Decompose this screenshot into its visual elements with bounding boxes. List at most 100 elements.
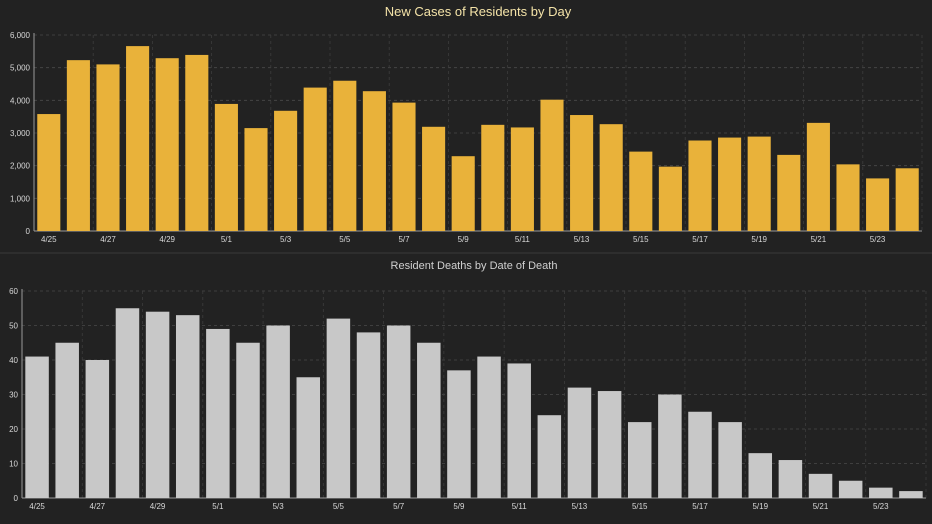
y-tick-label: 4,000 (10, 96, 31, 105)
x-tick-label: 5/13 (574, 235, 590, 244)
y-tick-label: 5,000 (10, 64, 31, 73)
x-tick-label: 5/23 (870, 235, 886, 244)
x-tick-label: 4/25 (41, 235, 57, 244)
bar (658, 166, 682, 231)
x-tick-label: 5/15 (633, 235, 649, 244)
bar (747, 136, 771, 231)
bar (688, 140, 712, 231)
bar (838, 480, 863, 498)
bar (658, 394, 682, 498)
x-tick-label: 4/27 (90, 502, 106, 511)
bar (126, 46, 150, 232)
y-tick-label: 3,000 (10, 129, 31, 138)
y-tick-label: 0 (26, 227, 31, 236)
y-tick-label: 30 (9, 391, 18, 400)
bar (777, 154, 801, 231)
x-tick-label: 5/9 (453, 502, 465, 511)
bar (447, 370, 471, 498)
bar (155, 58, 179, 232)
bar (718, 137, 742, 231)
bar (96, 64, 120, 232)
bar (115, 308, 140, 498)
y-tick-label: 40 (9, 356, 18, 365)
y-tick-label: 20 (9, 425, 18, 434)
bar (85, 360, 110, 498)
y-tick-label: 50 (9, 322, 18, 331)
x-tick-label: 5/11 (515, 235, 531, 244)
bar (540, 99, 564, 232)
x-tick-label: 5/15 (632, 502, 648, 511)
bar (869, 487, 893, 498)
bar (66, 60, 90, 231)
bar (718, 422, 742, 498)
bar (266, 325, 290, 498)
bar (507, 363, 531, 498)
bar (214, 103, 238, 231)
bar (206, 328, 230, 498)
bar (688, 411, 712, 498)
bar (748, 453, 773, 498)
x-tick-label: 5/5 (339, 235, 351, 244)
bar (386, 325, 411, 498)
bar (899, 491, 923, 498)
bar (145, 311, 170, 498)
bar (236, 342, 260, 498)
bar (422, 126, 446, 231)
y-tick-label: 1,000 (10, 194, 31, 203)
bar (866, 178, 890, 231)
bar (778, 460, 803, 498)
bar (836, 164, 860, 231)
bar (274, 110, 298, 231)
bar (451, 156, 475, 231)
bar (362, 91, 386, 231)
bar (599, 124, 623, 231)
bar (481, 124, 505, 231)
bar (567, 387, 592, 498)
bar (570, 115, 594, 231)
x-tick-label: 4/29 (150, 502, 166, 511)
x-tick-label: 5/21 (813, 502, 829, 511)
bar (510, 127, 534, 231)
x-tick-label: 5/17 (692, 502, 708, 511)
bar (333, 80, 357, 231)
bar (417, 342, 441, 498)
bar (326, 318, 351, 498)
bar (55, 342, 79, 498)
bar (806, 122, 830, 231)
chart-divider (0, 252, 932, 254)
x-tick-label: 5/19 (751, 235, 767, 244)
y-tick-label: 0 (14, 494, 19, 503)
x-tick-label: 5/23 (873, 502, 889, 511)
x-tick-label: 4/29 (159, 235, 175, 244)
bar (25, 356, 49, 498)
x-tick-label: 5/3 (280, 235, 292, 244)
bar (477, 356, 501, 498)
x-tick-label: 5/5 (333, 502, 345, 511)
x-tick-label: 4/27 (100, 235, 116, 244)
y-tick-label: 6,000 (10, 31, 31, 40)
bar (244, 128, 268, 231)
x-tick-label: 5/21 (811, 235, 827, 244)
new-cases-chart: New Cases of Residents by Day 0 1,000 2,000… (10, 4, 923, 244)
x-tick-label: 5/1 (212, 502, 224, 511)
bar (597, 391, 622, 498)
x-tick-label: 4/25 (29, 502, 45, 511)
x-tick-label: 5/7 (398, 235, 410, 244)
x-tick-label: 5/19 (752, 502, 768, 511)
x-tick-label: 5/17 (692, 235, 708, 244)
x-tick-label: 5/13 (572, 502, 588, 511)
deaths-chart: Resident Deaths by Date of Death 0 10 20 30 4… (9, 260, 927, 511)
bar (392, 102, 416, 232)
chart-title: Resident Deaths by Date of Death (391, 260, 558, 272)
bar (627, 422, 652, 498)
chart-title: New Cases of Residents by Day (385, 4, 572, 19)
bar (895, 168, 919, 231)
bar (356, 332, 381, 498)
x-tick-label: 5/3 (273, 502, 285, 511)
x-tick-label: 5/9 (458, 235, 470, 244)
bar (808, 473, 833, 498)
bar (37, 114, 61, 231)
x-tick-label: 5/1 (221, 235, 233, 244)
x-tick-label: 5/11 (512, 502, 528, 511)
